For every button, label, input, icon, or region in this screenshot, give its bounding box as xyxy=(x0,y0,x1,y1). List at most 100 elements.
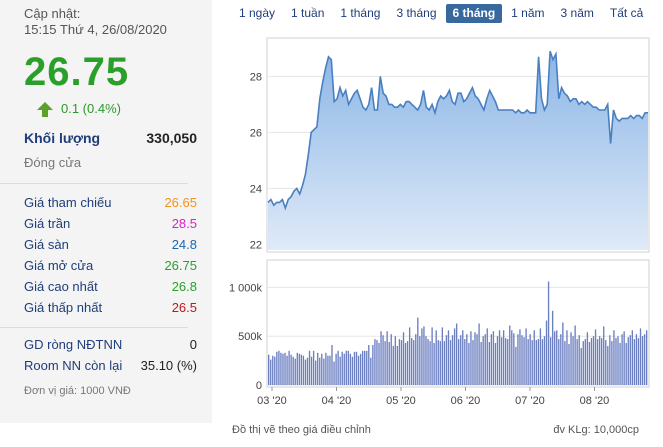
volume-bar xyxy=(288,350,290,385)
volume-bar xyxy=(617,336,619,385)
volume-row: Khối lượng 330,050 xyxy=(24,128,197,149)
ceiling-price-row: Giá trần 28.5 xyxy=(24,213,197,234)
volume-bar xyxy=(615,338,617,385)
volume-bar xyxy=(484,334,486,385)
price-line xyxy=(267,50,648,211)
volume-bar xyxy=(609,335,611,385)
volume-bar xyxy=(525,328,527,385)
period-tab[interactable]: 1 tháng xyxy=(340,6,381,20)
price-chart-frame xyxy=(266,37,650,253)
x-tick-label: 03 '20 xyxy=(257,395,287,407)
volume-bar xyxy=(645,330,648,385)
volume-bar xyxy=(468,343,470,385)
volume-bar xyxy=(366,350,368,385)
volume-bar xyxy=(380,331,382,385)
period-tab[interactable]: 3 tháng xyxy=(396,6,437,20)
volume-bar xyxy=(596,339,599,385)
volume-bar xyxy=(566,330,568,385)
price-change: 0.1 (0.4%) xyxy=(24,101,212,117)
period-tab[interactable]: 3 năm xyxy=(560,6,594,20)
volume-bar xyxy=(582,341,584,385)
volume-bar xyxy=(417,317,419,385)
volume-bar xyxy=(478,323,480,385)
volume-bar xyxy=(415,334,417,385)
x-tick-label: 05 '20 xyxy=(386,395,416,407)
volume-bar xyxy=(351,356,354,385)
volume-bar xyxy=(627,337,629,385)
period-tab[interactable]: 1 năm xyxy=(511,6,545,20)
volume-bar xyxy=(451,335,454,385)
volume-bar xyxy=(343,353,345,385)
volume-bar xyxy=(519,329,521,385)
volume-bar xyxy=(445,335,448,385)
volume-bar xyxy=(413,340,415,385)
volume-bar xyxy=(398,339,401,385)
volume-bar xyxy=(384,341,386,385)
volume-bar xyxy=(464,339,466,385)
volume-bar xyxy=(396,346,399,385)
volume-bar xyxy=(392,346,394,385)
volume-bar xyxy=(394,336,397,385)
volume-bar xyxy=(317,352,319,385)
volume-bar xyxy=(382,335,384,385)
ceiling-price-value: 28.5 xyxy=(171,216,197,231)
volume-bar xyxy=(564,341,566,385)
divider xyxy=(0,183,188,184)
volume-bar xyxy=(623,331,625,385)
volume-tick-label: 500k xyxy=(238,331,262,343)
price-tick-label: 28 xyxy=(250,71,262,83)
volume-bar xyxy=(282,353,284,385)
period-tab[interactable]: Tất cả xyxy=(609,6,644,20)
volume-bar xyxy=(306,357,309,385)
volume-bar xyxy=(280,352,282,385)
low-price-value: 26.5 xyxy=(171,300,197,315)
volume-bar xyxy=(411,338,413,385)
period-tab[interactable]: 6 tháng xyxy=(445,4,503,23)
volume-bar xyxy=(312,350,315,385)
open-price-row: Giá mở cửa 26.75 xyxy=(24,255,197,276)
volume-bar xyxy=(521,335,523,385)
volume-bar xyxy=(584,339,587,385)
volume-bar xyxy=(423,326,425,385)
floor-price-row: Giá sàn 24.8 xyxy=(24,234,197,255)
volume-bar xyxy=(496,336,499,385)
volume-bar xyxy=(439,341,441,385)
period-tab[interactable]: 1 ngày xyxy=(239,6,276,20)
volume-bar xyxy=(633,339,636,385)
volume-bar xyxy=(302,355,305,385)
volume-bar xyxy=(590,338,593,385)
volume-bar xyxy=(425,336,427,385)
period-tabs: 1 ngày 1 tuần 1 tháng 3 tháng 6 tháng 1 năm 3 … xyxy=(232,4,652,23)
volume-bar xyxy=(554,331,556,385)
volume-bar xyxy=(429,341,431,385)
volume-bar xyxy=(509,325,511,385)
volume-bar xyxy=(592,336,595,385)
volume-bar xyxy=(386,331,388,385)
volume-bar xyxy=(578,335,580,385)
volume-bar xyxy=(470,331,472,385)
volume-bar xyxy=(408,327,411,385)
volume-bar xyxy=(482,336,484,385)
low-price-row: Giá thấp nhất 26.5 xyxy=(24,297,197,318)
volume-bar xyxy=(527,339,529,385)
volume-bar xyxy=(294,358,296,385)
volume-bar xyxy=(357,355,360,385)
volume-bar xyxy=(274,356,276,385)
volume-bar xyxy=(619,343,621,385)
volume-bar xyxy=(374,339,376,385)
volume-bar xyxy=(507,339,509,385)
price-tick-label: 24 xyxy=(250,183,262,195)
volume-bar xyxy=(472,340,474,385)
volume-bar xyxy=(455,323,458,385)
volume-bar xyxy=(603,326,605,385)
volume-bar xyxy=(498,330,501,385)
volume-bar xyxy=(359,353,362,385)
volume-bar xyxy=(419,336,421,385)
volume-bar xyxy=(545,320,548,385)
volume-bar xyxy=(586,332,589,385)
price-stats: Giá tham chiếu 26.65 Giá trần 28.5 Giá s… xyxy=(24,192,212,318)
volume-bar xyxy=(613,330,615,385)
volume-bar xyxy=(298,353,300,385)
volume-bar xyxy=(276,351,278,385)
period-tab[interactable]: 1 tuần xyxy=(291,6,325,20)
